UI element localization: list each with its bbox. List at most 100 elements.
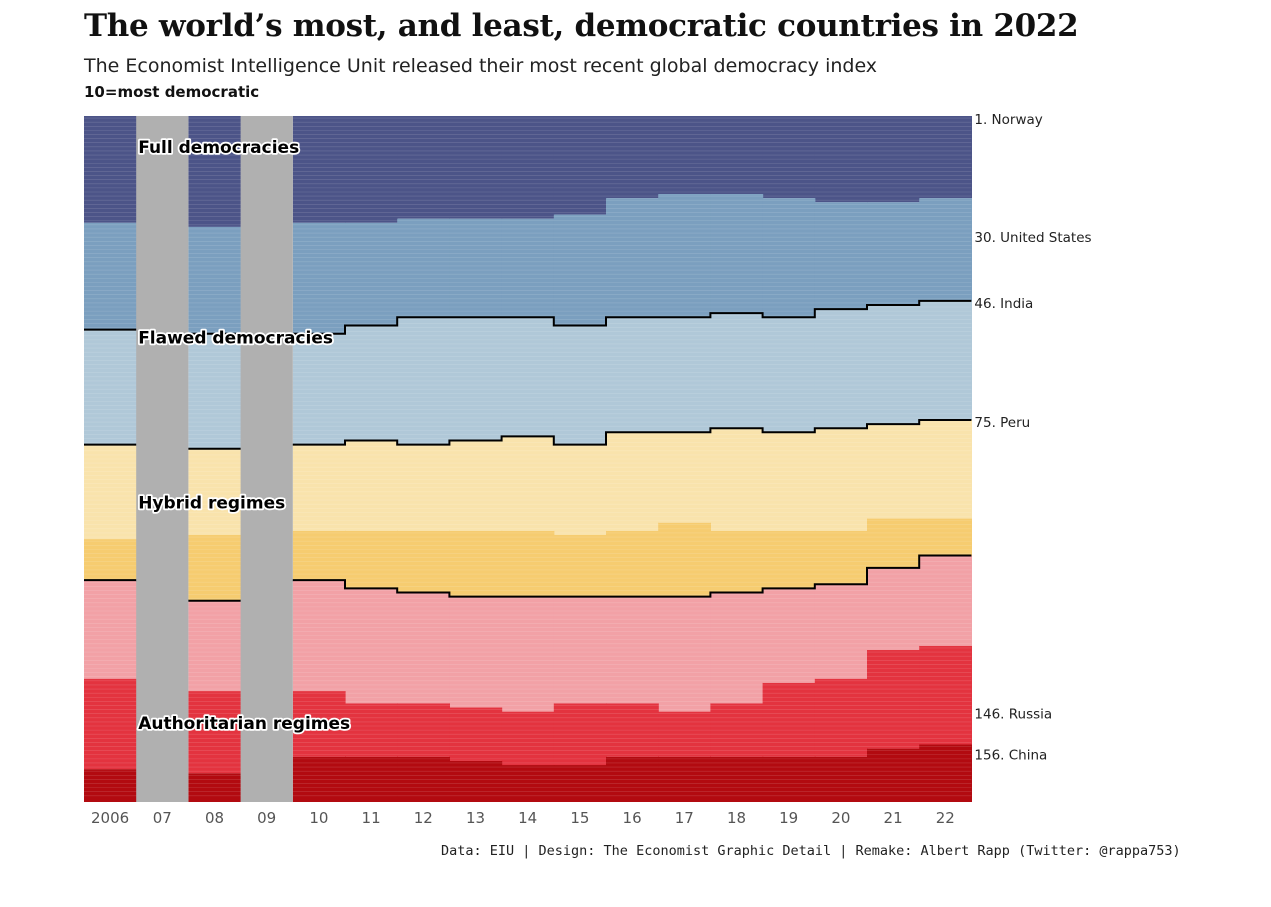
band-7-year-2010 (292, 756, 346, 802)
band-2-year-2012 (397, 317, 450, 445)
band-2-year-2018 (710, 313, 764, 429)
boundary-authoritarian-regimes (84, 554, 972, 602)
band-0-year-2020 (814, 116, 868, 203)
country-label: 75. Peru (974, 415, 1030, 431)
band-1-year-2010 (292, 222, 346, 334)
band-5-year-2019 (762, 588, 816, 683)
band-4-year-2016 (606, 530, 659, 597)
band-0-year-2017 (658, 116, 711, 195)
band-3-year-2020 (814, 428, 868, 531)
regime-label-flawed-democracies: Flawed democracies (138, 329, 333, 349)
band-2-year-2016 (606, 317, 659, 433)
country-label: 146. Russia (974, 707, 1052, 723)
band-4-year-2012 (397, 530, 450, 593)
band-2-year-2013 (449, 317, 503, 441)
x-tick-label: 18 (727, 809, 746, 827)
band-6-year-2021 (867, 650, 920, 749)
band-1-year-2011 (345, 222, 398, 326)
band-5-year-2012 (397, 592, 450, 704)
country-row-lines (84, 117, 972, 797)
band-5-year-2008 (188, 600, 242, 692)
band-6-year-2017 (658, 711, 711, 757)
band-0-year-2010 (292, 116, 346, 223)
x-tick-label: 21 (884, 809, 903, 827)
band-6-year-2016 (606, 703, 659, 757)
x-tick-label: 19 (779, 809, 798, 827)
country-labels: 1. Norway 30. United States 46. India 75. P… (974, 112, 1091, 764)
band-3-year-2017 (658, 432, 711, 523)
band-2-year-2008 (188, 333, 242, 449)
band-5-year-2011 (345, 588, 398, 704)
band-2-year-2021 (867, 304, 920, 425)
band-1-year-2021 (867, 202, 920, 305)
source-caption: Data: EIU | Design: The Economist Graphi… (441, 843, 1181, 859)
country-label: 30. United States (974, 230, 1091, 246)
band-0-year-2012 (397, 116, 450, 219)
band-4-year-2019 (762, 530, 816, 589)
band-5-year-2020 (814, 584, 868, 679)
band-1-year-2020 (814, 202, 868, 310)
x-tick-label: 09 (257, 809, 276, 827)
band-5-year-2013 (449, 596, 503, 708)
x-axis-ticks: 2006 07 08 09 10 11 12 13 14 15 16 17 18 19 20 21 22 (91, 809, 955, 827)
boundary-hybrid-regimes (84, 418, 972, 450)
band-0-year-2013 (449, 116, 503, 219)
band-5-year-2006 (84, 580, 137, 679)
missing-year-2007 (136, 116, 189, 802)
regime-label-full-democracies: Full democracies (138, 138, 299, 158)
band-3-year-2014 (501, 436, 555, 531)
chart-title: The world’s most, and least, democratic … (84, 8, 1079, 44)
band-7-year-2011 (345, 756, 398, 802)
band-2-year-2022 (919, 300, 972, 420)
band-2-year-2011 (345, 325, 398, 441)
band-2-year-2017 (658, 317, 711, 433)
band-0-year-2019 (762, 116, 816, 199)
x-tick-label: 08 (205, 809, 224, 827)
band-4-year-2018 (710, 530, 764, 593)
band-6-year-2014 (501, 711, 555, 766)
x-tick-label: 20 (831, 809, 850, 827)
band-1-year-2017 (658, 194, 711, 318)
band-3-year-2021 (867, 424, 920, 519)
band-5-year-2021 (867, 567, 920, 651)
chart-subtitle: The Economist Intelligence Unit released… (84, 55, 878, 77)
band-6-year-2020 (814, 678, 868, 757)
band-4-year-2008 (188, 534, 242, 601)
band-layer (84, 116, 972, 802)
band-4-year-2015 (553, 534, 607, 597)
x-tick-label: 13 (466, 809, 485, 827)
band-3-year-2010 (292, 444, 346, 531)
band-6-year-2018 (710, 703, 764, 757)
missing-year-2009 (240, 116, 293, 802)
band-4-year-2010 (292, 530, 346, 581)
boundary-flawed-democracies (84, 299, 972, 335)
band-1-year-2008 (188, 226, 242, 334)
band-1-year-2022 (919, 198, 972, 301)
band-5-year-2017 (658, 596, 711, 712)
band-7-year-2016 (606, 756, 659, 802)
band-1-year-2015 (553, 214, 607, 326)
band-1-year-2018 (710, 194, 764, 314)
band-1-year-2019 (762, 198, 816, 318)
band-4-year-2017 (658, 522, 711, 597)
band-4-year-2006 (84, 539, 137, 581)
band-7-year-2020 (814, 756, 868, 802)
x-tick-label: 17 (675, 809, 694, 827)
band-7-year-2015 (553, 765, 607, 802)
band-3-year-2022 (919, 419, 972, 519)
x-tick-label: 16 (623, 809, 642, 827)
x-tick-label: 10 (309, 809, 328, 827)
band-6-year-2019 (762, 682, 816, 757)
x-tick-label: 12 (414, 809, 433, 827)
band-2-year-2019 (762, 317, 816, 433)
country-label: 1. Norway (974, 112, 1042, 128)
band-3-year-2018 (710, 428, 764, 531)
band-0-year-2008 (188, 116, 242, 227)
band-3-year-2012 (397, 444, 450, 531)
regime-labels: Full democracies Flawed democracies Hybrid… (136, 136, 351, 736)
band-0-year-2006 (84, 116, 137, 223)
x-tick-label: 07 (153, 809, 172, 827)
band-4-year-2011 (345, 530, 398, 589)
band-7-year-2021 (867, 748, 920, 802)
